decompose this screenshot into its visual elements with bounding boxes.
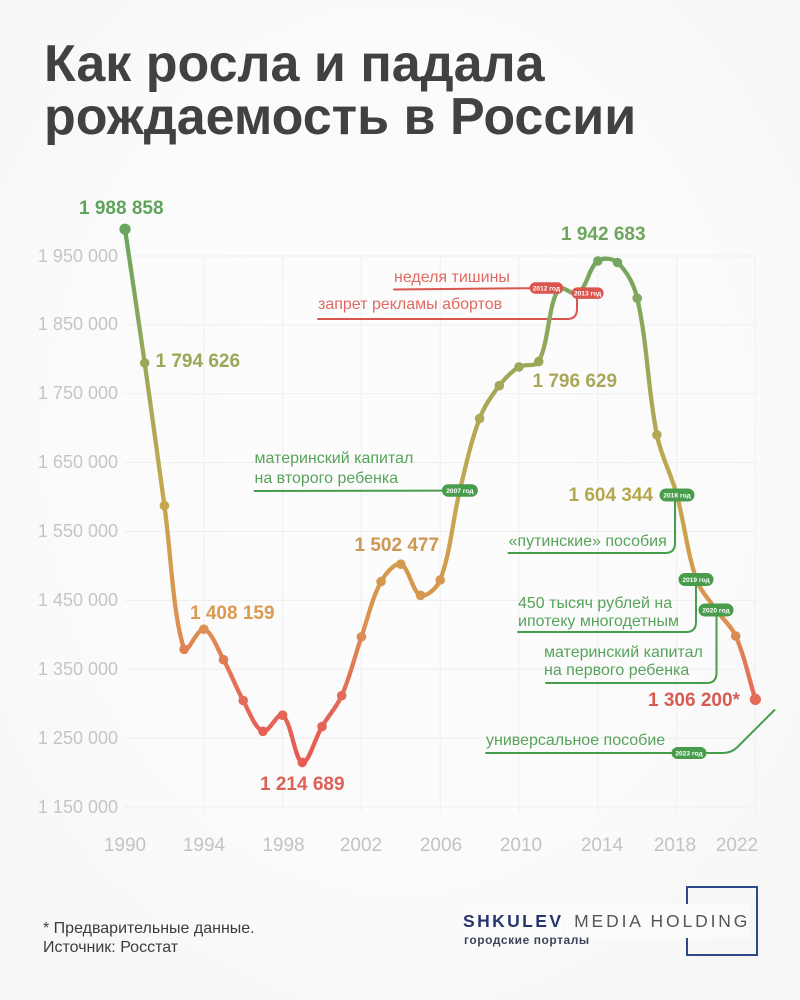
svg-text:2013 год: 2013 год [574, 291, 602, 298]
svg-text:2020 год: 2020 год [702, 607, 730, 614]
svg-text:2012 год: 2012 год [533, 285, 561, 292]
svg-text:2019 год: 2019 год [682, 577, 710, 584]
svg-text:2007 год: 2007 год [446, 488, 474, 495]
svg-text:2018 год: 2018 год [663, 492, 691, 499]
svg-text:2023 год: 2023 год [675, 750, 703, 757]
